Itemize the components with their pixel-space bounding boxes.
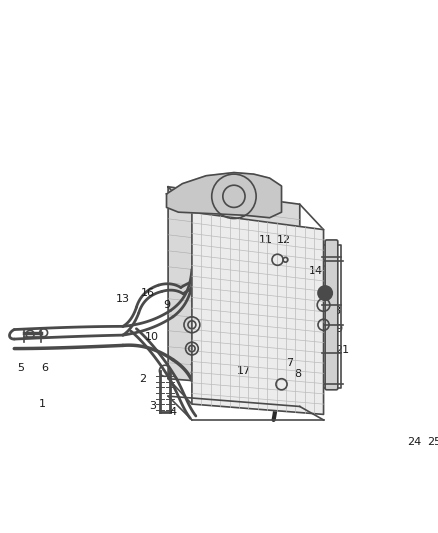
Polygon shape bbox=[192, 212, 324, 414]
Text: 1: 1 bbox=[39, 399, 46, 409]
Text: 6: 6 bbox=[41, 364, 48, 374]
Text: 17: 17 bbox=[237, 366, 251, 376]
Text: 25: 25 bbox=[427, 437, 438, 447]
Text: 4: 4 bbox=[170, 407, 177, 417]
Text: 16: 16 bbox=[141, 288, 155, 298]
Text: 3: 3 bbox=[149, 401, 156, 410]
Text: 12: 12 bbox=[277, 235, 291, 245]
Text: 18: 18 bbox=[328, 305, 342, 316]
Text: 2: 2 bbox=[139, 374, 146, 384]
Text: 7: 7 bbox=[286, 358, 293, 368]
Circle shape bbox=[318, 286, 332, 300]
FancyBboxPatch shape bbox=[325, 240, 338, 390]
Polygon shape bbox=[168, 187, 300, 389]
Text: 13: 13 bbox=[116, 294, 130, 304]
Text: 10: 10 bbox=[145, 332, 159, 342]
Text: 8: 8 bbox=[294, 369, 301, 379]
Text: 5: 5 bbox=[17, 364, 24, 374]
Text: 9: 9 bbox=[163, 300, 170, 310]
Text: 21: 21 bbox=[336, 345, 350, 355]
Text: 11: 11 bbox=[259, 235, 272, 245]
Text: 14: 14 bbox=[308, 266, 323, 276]
Text: 24: 24 bbox=[408, 437, 422, 447]
Polygon shape bbox=[166, 173, 282, 218]
Text: 19: 19 bbox=[330, 324, 344, 334]
